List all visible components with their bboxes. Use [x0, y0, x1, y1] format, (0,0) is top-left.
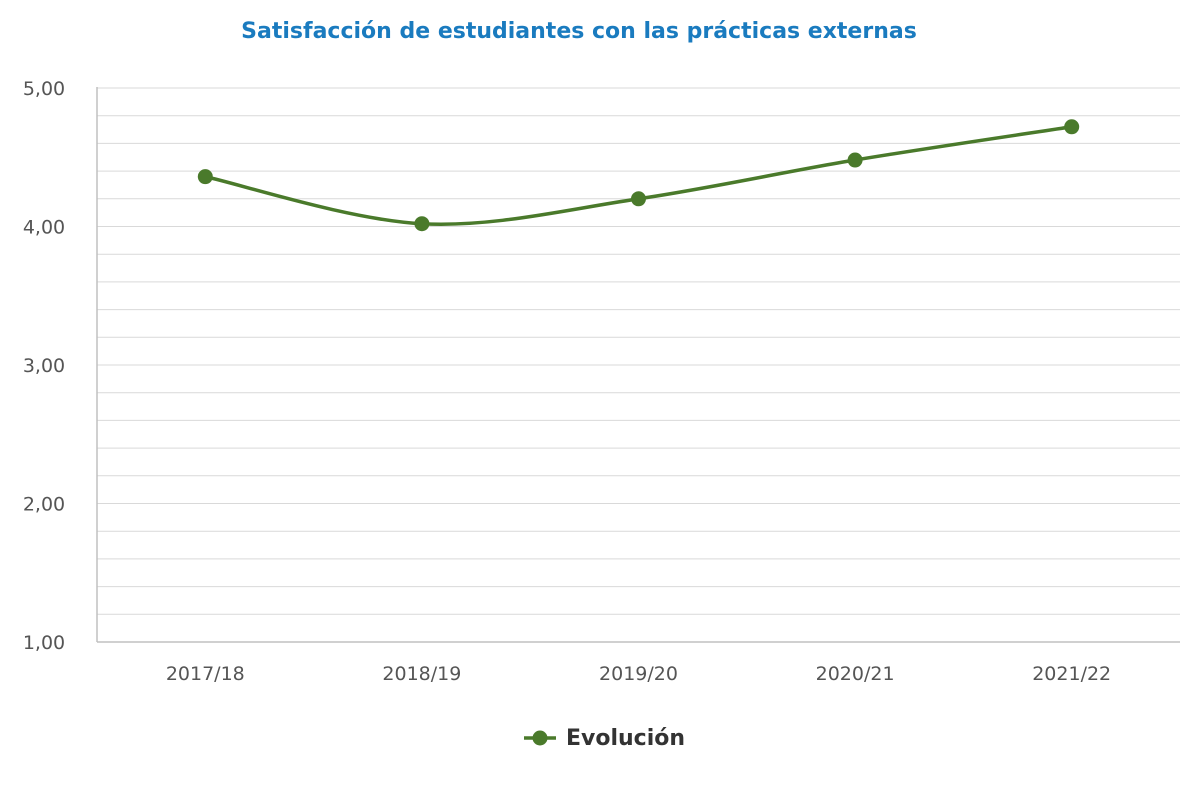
x-tick-label: 2019/20	[599, 663, 678, 685]
axes	[96, 87, 1180, 643]
data-point[interactable]	[631, 191, 646, 207]
y-tick-label: 5,00	[23, 78, 65, 100]
x-tick-label: 2020/21	[816, 663, 895, 685]
data-point[interactable]	[197, 169, 213, 185]
x-tick-label: 2018/19	[382, 663, 461, 685]
series-layer	[197, 119, 1080, 232]
y-axis-tick-labels: 1,00 2,00 3,00 4,00 5,00	[23, 78, 65, 654]
chart-title: Satisfacción de estudiantes con las prác…	[241, 19, 917, 44]
x-axis-tick-labels: 2017/18 2018/19 2019/20 2020/21 2021/22	[166, 663, 1111, 685]
x-tick-label: 2017/18	[166, 663, 245, 685]
y-tick-label: 2,00	[23, 494, 65, 516]
x-tick-label: 2021/22	[1032, 663, 1111, 685]
y-tick-label: 3,00	[23, 355, 65, 377]
data-point[interactable]	[414, 216, 430, 232]
data-point[interactable]	[1064, 119, 1080, 135]
grid-lines	[97, 87, 1180, 615]
legend-marker-symbol	[532, 730, 548, 746]
data-point[interactable]	[847, 152, 863, 168]
y-tick-label: 1,00	[23, 632, 65, 654]
y-tick-label: 4,00	[23, 217, 65, 239]
series-line	[203, 125, 1074, 226]
legend-label[interactable]: Evolución	[566, 726, 685, 751]
legend[interactable]: Evolución	[524, 726, 685, 751]
